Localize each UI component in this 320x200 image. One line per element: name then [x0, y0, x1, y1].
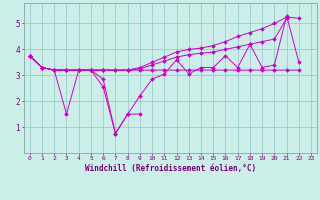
X-axis label: Windchill (Refroidissement éolien,°C): Windchill (Refroidissement éolien,°C)	[85, 164, 256, 173]
